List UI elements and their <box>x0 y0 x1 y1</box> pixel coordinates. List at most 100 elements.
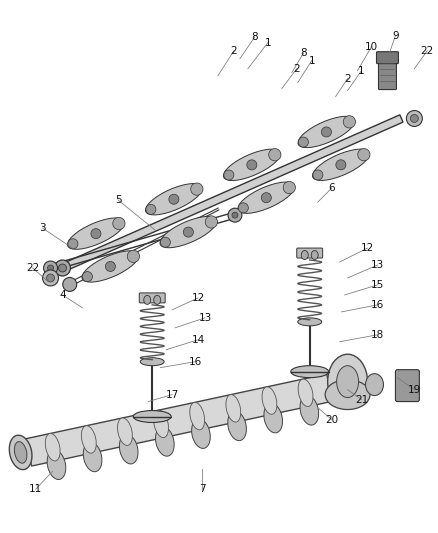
Ellipse shape <box>325 379 370 409</box>
Ellipse shape <box>298 116 355 148</box>
Text: 22: 22 <box>26 263 39 273</box>
Ellipse shape <box>238 182 295 213</box>
Text: 12: 12 <box>191 293 205 303</box>
Circle shape <box>184 227 194 237</box>
Ellipse shape <box>117 418 132 446</box>
Circle shape <box>127 250 140 262</box>
Ellipse shape <box>312 149 369 181</box>
FancyBboxPatch shape <box>378 58 396 90</box>
Circle shape <box>82 272 92 281</box>
Text: 14: 14 <box>191 335 205 345</box>
Circle shape <box>59 264 67 272</box>
Circle shape <box>228 208 242 222</box>
Circle shape <box>313 170 323 180</box>
Ellipse shape <box>144 295 151 304</box>
Ellipse shape <box>298 318 321 326</box>
Ellipse shape <box>262 387 277 414</box>
Text: 7: 7 <box>199 484 205 494</box>
Text: 22: 22 <box>421 46 434 55</box>
Circle shape <box>261 192 271 203</box>
Circle shape <box>43 261 57 275</box>
Text: 15: 15 <box>371 280 384 290</box>
Ellipse shape <box>337 366 359 398</box>
Text: 1: 1 <box>358 66 365 76</box>
Ellipse shape <box>226 394 241 422</box>
Circle shape <box>232 212 238 218</box>
Circle shape <box>46 274 54 282</box>
FancyBboxPatch shape <box>396 370 419 401</box>
Circle shape <box>298 137 308 147</box>
Text: 11: 11 <box>29 484 42 494</box>
Ellipse shape <box>190 402 205 430</box>
Circle shape <box>224 170 234 180</box>
Ellipse shape <box>300 395 319 425</box>
Text: 20: 20 <box>325 415 338 424</box>
Text: 13: 13 <box>371 260 384 270</box>
Circle shape <box>406 110 422 126</box>
Circle shape <box>91 229 101 239</box>
Text: 8: 8 <box>251 32 258 42</box>
Ellipse shape <box>140 358 164 366</box>
Text: 13: 13 <box>198 313 212 323</box>
Ellipse shape <box>83 442 102 472</box>
Text: 21: 21 <box>355 394 368 405</box>
Ellipse shape <box>328 354 367 409</box>
Circle shape <box>42 270 59 286</box>
Text: 4: 4 <box>59 290 66 300</box>
Text: 5: 5 <box>115 195 122 205</box>
Ellipse shape <box>81 426 96 453</box>
Circle shape <box>205 216 218 228</box>
Ellipse shape <box>264 403 283 433</box>
Ellipse shape <box>311 251 318 260</box>
Circle shape <box>146 204 156 214</box>
Ellipse shape <box>82 251 139 282</box>
Circle shape <box>283 181 296 193</box>
Circle shape <box>68 239 78 249</box>
Circle shape <box>113 217 125 230</box>
Ellipse shape <box>14 442 27 463</box>
Ellipse shape <box>145 183 202 215</box>
Ellipse shape <box>67 218 124 249</box>
Circle shape <box>160 237 170 247</box>
Circle shape <box>191 183 203 195</box>
Text: 9: 9 <box>392 31 399 41</box>
FancyBboxPatch shape <box>377 52 399 63</box>
Circle shape <box>247 160 257 170</box>
Ellipse shape <box>192 419 210 448</box>
Ellipse shape <box>223 149 280 181</box>
Text: 1: 1 <box>308 55 315 66</box>
Ellipse shape <box>301 251 308 260</box>
Ellipse shape <box>47 450 66 480</box>
Text: 17: 17 <box>166 390 179 400</box>
Text: 2: 2 <box>344 74 351 84</box>
Ellipse shape <box>154 295 161 304</box>
Circle shape <box>106 262 116 271</box>
Text: 16: 16 <box>188 357 202 367</box>
Ellipse shape <box>120 434 138 464</box>
Text: 12: 12 <box>361 243 374 253</box>
Polygon shape <box>26 374 332 466</box>
Circle shape <box>268 149 281 161</box>
Circle shape <box>321 127 332 137</box>
Text: 2: 2 <box>231 46 237 55</box>
Text: 10: 10 <box>365 42 378 52</box>
Text: 3: 3 <box>39 223 46 233</box>
Circle shape <box>358 149 370 161</box>
Ellipse shape <box>154 410 169 438</box>
Ellipse shape <box>291 366 328 378</box>
Ellipse shape <box>228 411 247 441</box>
Ellipse shape <box>9 435 32 470</box>
Circle shape <box>410 115 418 123</box>
Text: 6: 6 <box>328 183 335 193</box>
Text: 8: 8 <box>300 47 307 58</box>
Ellipse shape <box>155 427 174 456</box>
Text: 2: 2 <box>293 63 300 74</box>
Circle shape <box>48 265 53 271</box>
FancyBboxPatch shape <box>297 248 323 258</box>
Ellipse shape <box>133 410 171 423</box>
Circle shape <box>343 116 356 128</box>
Text: 18: 18 <box>371 330 384 340</box>
Ellipse shape <box>366 374 384 395</box>
FancyBboxPatch shape <box>139 293 165 303</box>
Circle shape <box>238 203 248 213</box>
